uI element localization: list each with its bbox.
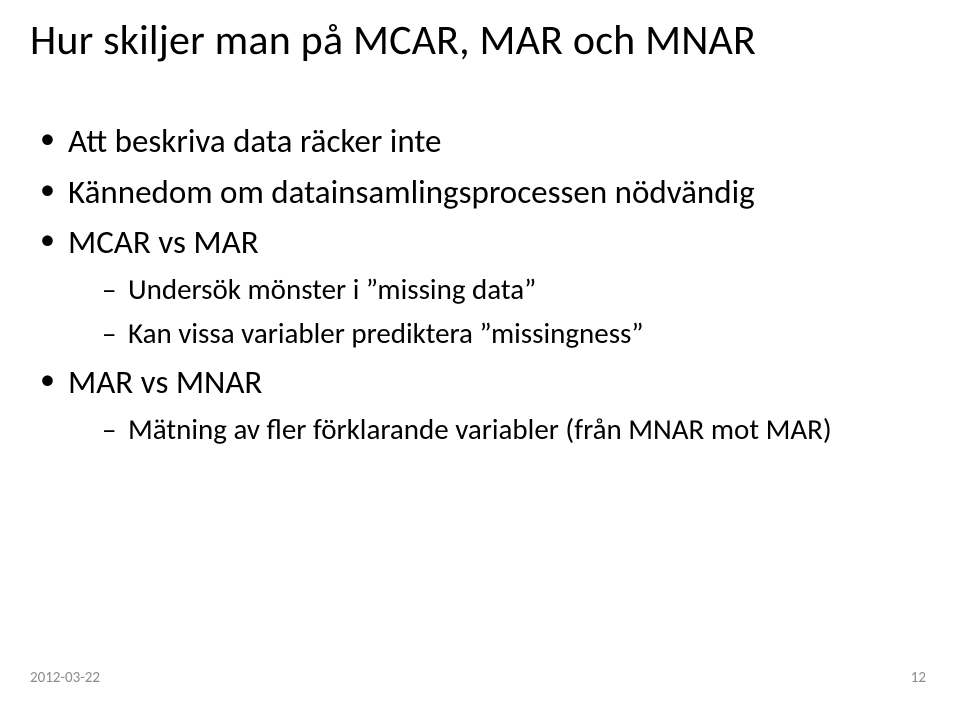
- sub-bullet-text: Mätning av fler förklarande variabler (f…: [128, 411, 832, 447]
- footer-date: 2012-03-22: [30, 669, 100, 687]
- sub-bullet-item: Mätning av fler förklarande variabler (f…: [102, 409, 930, 450]
- bullet-text: MCAR vs MAR: [68, 222, 259, 262]
- bullet-item: MCAR vs MAR Undersök mönster i ”missing …: [40, 220, 930, 354]
- bullet-item: Att beskriva data räcker inte: [40, 119, 930, 164]
- bullet-item: MAR vs MNAR Mätning av fler förklarande …: [40, 360, 930, 449]
- bullet-text: MAR vs MNAR: [68, 362, 262, 402]
- sub-bullet-text: Kan vissa variabler prediktera ”missingn…: [128, 315, 644, 351]
- slide-title: Hur skiljer man på MCAR, MAR och MNAR: [30, 18, 930, 64]
- sub-bullet-text: Undersök mönster i ”missing data”: [128, 271, 536, 307]
- sub-bullet-item: Undersök mönster i ”missing data”: [102, 269, 930, 310]
- bullet-text: Att beskriva data räcker inte: [68, 121, 441, 161]
- sub-bullet-list: Mätning av fler förklarande variabler (f…: [68, 409, 930, 450]
- bullet-list: Att beskriva data räcker inte Kännedom o…: [30, 119, 930, 449]
- footer-page-number: 12: [911, 669, 926, 687]
- bullet-item: Kännedom om datainsamlingsprocessen nödv…: [40, 170, 930, 215]
- sub-bullet-item: Kan vissa variabler prediktera ”missingn…: [102, 313, 930, 354]
- bullet-text: Kännedom om datainsamlingsprocessen nödv…: [68, 172, 755, 212]
- sub-bullet-list: Undersök mönster i ”missing data” Kan vi…: [68, 269, 930, 354]
- slide: Hur skiljer man på MCAR, MAR och MNAR At…: [0, 0, 960, 701]
